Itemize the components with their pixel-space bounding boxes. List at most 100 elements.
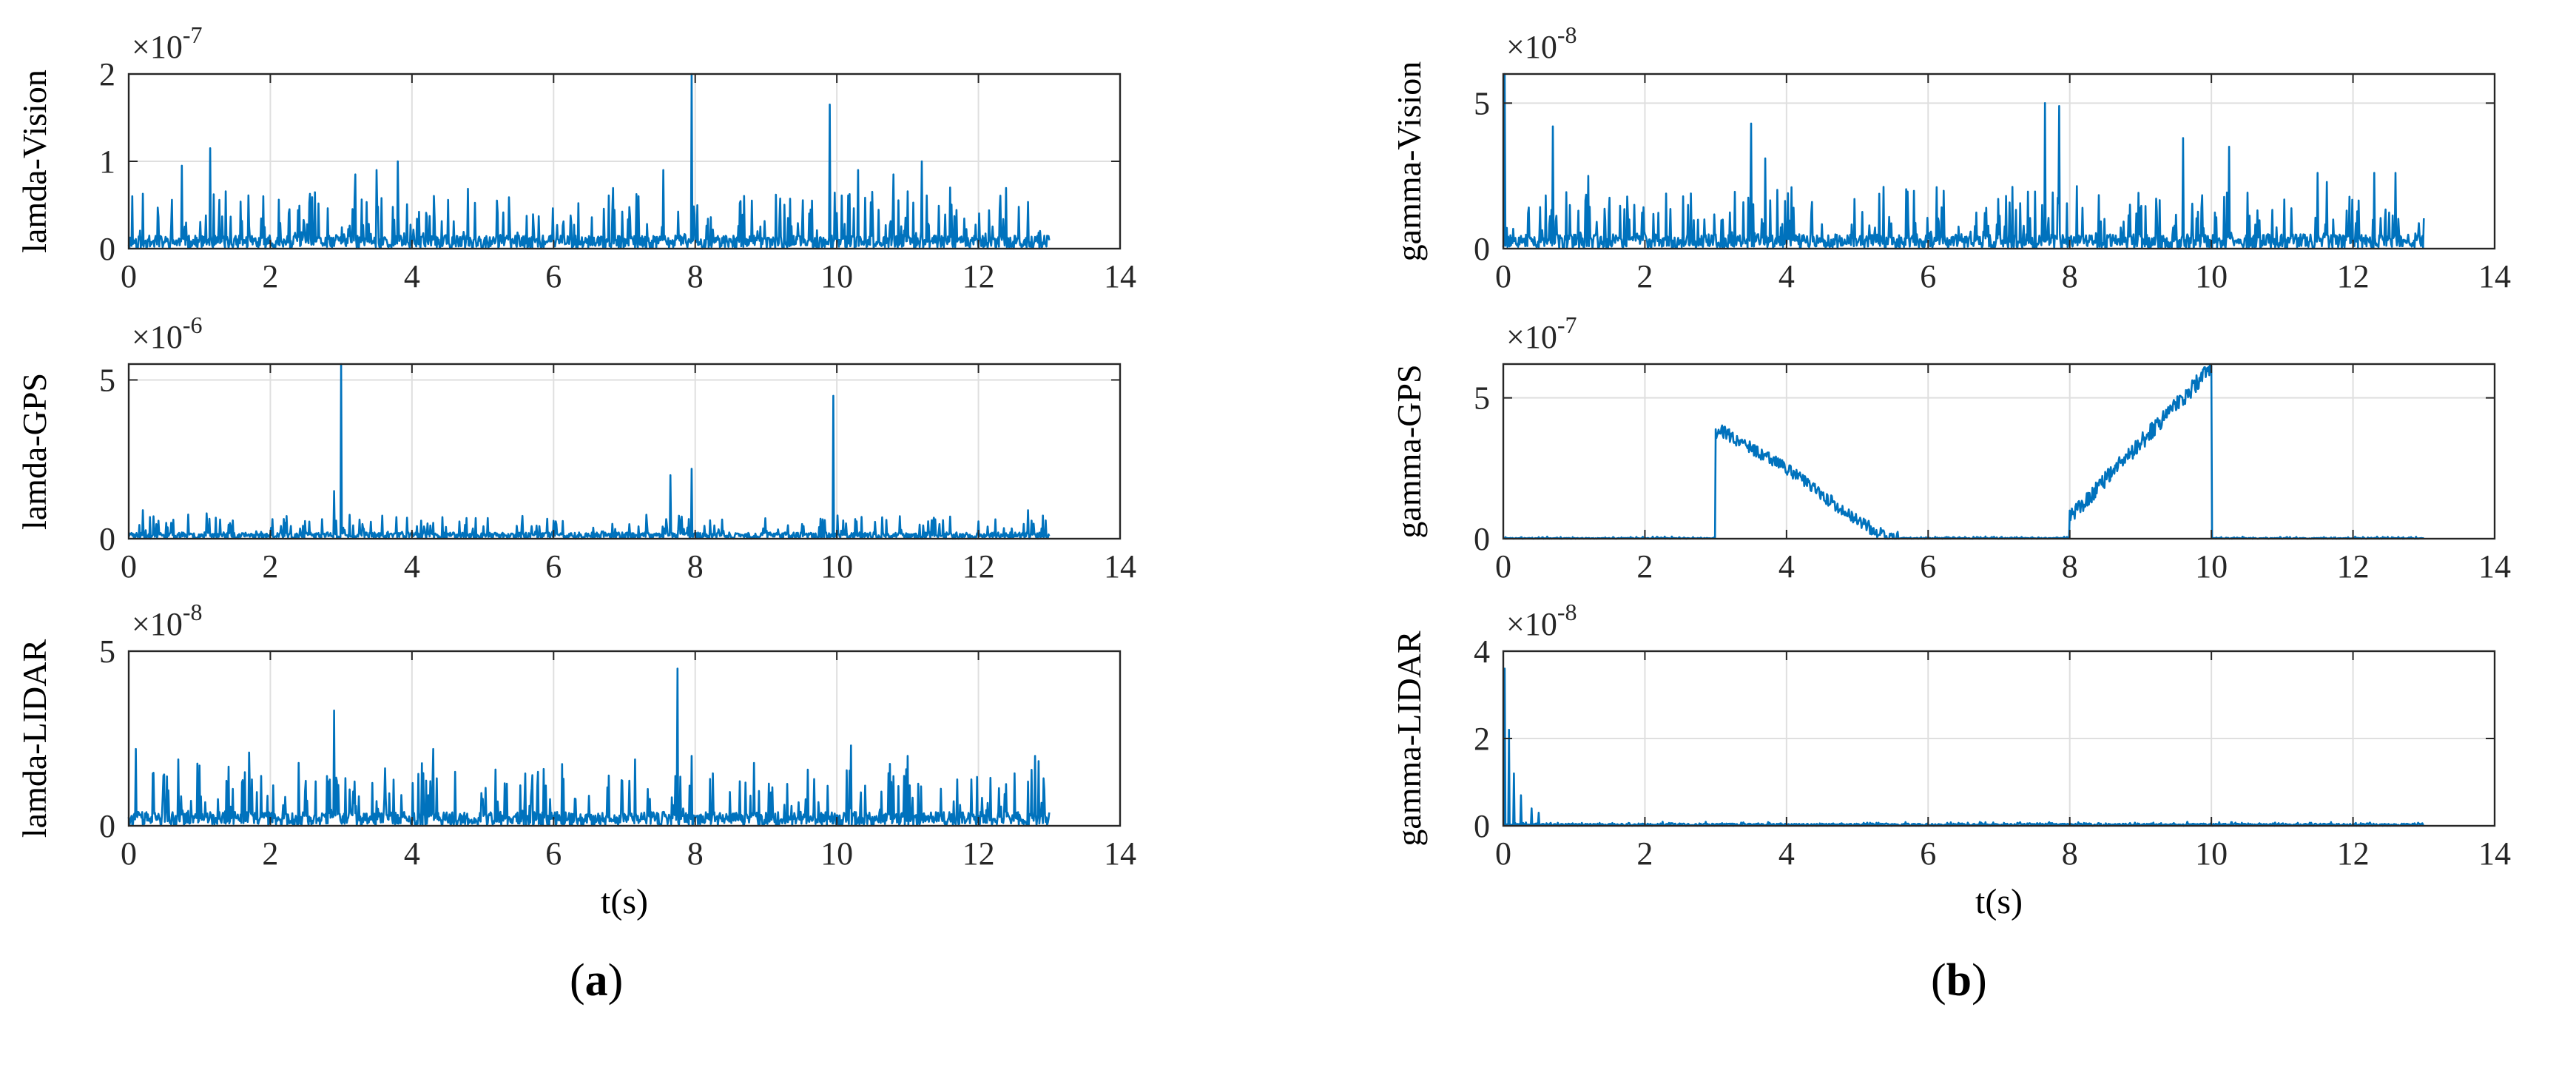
x-tick-label: 14 bbox=[2478, 835, 2511, 872]
y-tick-label: 2 bbox=[1474, 721, 1490, 757]
x-tick-label: 4 bbox=[404, 548, 420, 585]
x-tick-label: 6 bbox=[545, 835, 562, 872]
y-tick-label: 2 bbox=[99, 56, 115, 92]
x-tick-label: 4 bbox=[1778, 548, 1795, 585]
y-tick-label: 0 bbox=[1474, 521, 1490, 557]
exponent-power: -7 bbox=[183, 21, 203, 48]
x-tick-label: 2 bbox=[1636, 548, 1653, 585]
x-tick-label: 2 bbox=[262, 258, 278, 295]
x-tick-label: 14 bbox=[1104, 258, 1136, 295]
y-axis-label: gamma-LIDAR bbox=[1390, 630, 1428, 847]
x-tick-label: 2 bbox=[262, 835, 278, 872]
y-axis-label: lamda-LIDAR bbox=[16, 639, 53, 838]
axes-box bbox=[1502, 73, 2496, 250]
exponent-label: ×10-8 bbox=[1506, 21, 1577, 65]
y-axis-label: lamda-Vision bbox=[16, 70, 53, 253]
x-tick-label: 0 bbox=[121, 835, 137, 872]
axes-box bbox=[1502, 363, 2496, 540]
x-tick-label: 2 bbox=[262, 548, 278, 585]
caption-a-open: ( bbox=[570, 955, 585, 1006]
x-tick-label: 10 bbox=[2195, 258, 2228, 295]
x-tick-label: 6 bbox=[1920, 258, 1936, 295]
plot-lamda-gps: 0 2 4 6 8 10 12 14 0 5 ×10-6 lamda-GPS bbox=[16, 312, 1136, 585]
x-tick-label: 14 bbox=[1104, 835, 1136, 872]
exponent-power: -6 bbox=[183, 312, 203, 338]
plot-area bbox=[129, 364, 1120, 539]
y-tick-label: 0 bbox=[1474, 231, 1490, 267]
x-tick-label: 8 bbox=[2062, 258, 2078, 295]
y-axis-label: gamma-GPS bbox=[1390, 364, 1428, 538]
y-tick-label: 0 bbox=[99, 231, 115, 267]
x-tick-label: 8 bbox=[687, 258, 704, 295]
y-tick-label: 0 bbox=[99, 521, 115, 557]
x-tick-label: 12 bbox=[962, 548, 995, 585]
y-tick-label: 4 bbox=[1474, 633, 1490, 670]
y-axis-label: lamda-GPS bbox=[16, 373, 53, 530]
x-tick-label: 12 bbox=[2337, 835, 2370, 872]
y-tick-label: 5 bbox=[1474, 380, 1490, 417]
x-tick-label: 2 bbox=[1636, 835, 1653, 872]
x-tick-label: 4 bbox=[404, 258, 420, 295]
plot-area bbox=[129, 651, 1120, 826]
x-tick-label: 8 bbox=[687, 548, 704, 585]
x-tick-label: 10 bbox=[2195, 548, 2228, 585]
x-tick-label: 12 bbox=[2337, 258, 2370, 295]
x-axis-label: t(s) bbox=[601, 882, 648, 921]
x-tick-label: 8 bbox=[2062, 835, 2078, 872]
x-tick-label: 10 bbox=[820, 258, 853, 295]
axes-box bbox=[127, 650, 1122, 827]
y-axis-label: gamma-Vision bbox=[1390, 61, 1428, 262]
plot-gamma-vision: 0 2 4 6 8 10 12 14 0 5 ×10-8 gamma-Vision bbox=[1390, 21, 2511, 295]
y-tick-label: 1 bbox=[99, 144, 115, 180]
x-axis-label: t(s) bbox=[1975, 882, 2023, 921]
y-tick-label: 5 bbox=[99, 633, 115, 670]
exponent-label: ×10-8 bbox=[1506, 599, 1577, 642]
x-tick-label: 0 bbox=[1495, 548, 1511, 585]
x-tick-label: 12 bbox=[962, 258, 995, 295]
caption-a: (a) bbox=[570, 955, 623, 1007]
x-tick-label: 4 bbox=[1778, 258, 1795, 295]
exponent-power: -8 bbox=[1557, 21, 1577, 48]
x-tick-label: 6 bbox=[545, 258, 562, 295]
exponent-label: ×10-6 bbox=[132, 312, 202, 355]
exponent-label: ×10-7 bbox=[1506, 312, 1577, 355]
x-tick-label: 14 bbox=[1104, 548, 1136, 585]
x-tick-label: 12 bbox=[2337, 548, 2370, 585]
exponent-power: -8 bbox=[183, 599, 203, 625]
x-tick-label: 10 bbox=[2195, 835, 2228, 872]
y-tick-label: 0 bbox=[99, 808, 115, 844]
exponent-label: ×10-8 bbox=[132, 599, 202, 642]
plot-gamma-lidar: 0 2 4 6 8 10 12 14 0 2 4 ×10-8 gamma-LIDAR t(s) bbox=[1390, 599, 2511, 921]
x-tick-label: 10 bbox=[820, 548, 853, 585]
plot-gamma-gps: 0 2 4 6 8 10 12 14 0 5 ×10-7 gamma-GPS bbox=[1390, 312, 2511, 585]
exponent-power: -7 bbox=[1557, 312, 1577, 338]
x-tick-label: 14 bbox=[2478, 548, 2511, 585]
x-tick-label: 2 bbox=[1636, 258, 1653, 295]
x-tick-label: 14 bbox=[2478, 258, 2511, 295]
x-tick-label: 6 bbox=[1920, 548, 1936, 585]
caption-a-letter: a bbox=[584, 955, 608, 1006]
x-tick-label: 6 bbox=[1920, 835, 1936, 872]
caption-a-close: ) bbox=[607, 955, 624, 1006]
series-line-lamda-lidar bbox=[127, 667, 1051, 827]
series-line-lamda-gps bbox=[127, 363, 1051, 540]
caption-b-letter: b bbox=[1946, 955, 1972, 1006]
caption-b-open: ( bbox=[1931, 955, 1946, 1006]
x-tick-label: 4 bbox=[404, 835, 420, 872]
series-line-lamda-vision bbox=[127, 73, 1051, 250]
x-tick-label: 8 bbox=[2062, 548, 2078, 585]
caption-b-close: ) bbox=[1972, 955, 1987, 1006]
x-tick-label: 4 bbox=[1778, 835, 1795, 872]
x-tick-label: 0 bbox=[1495, 258, 1511, 295]
x-tick-label: 0 bbox=[121, 258, 137, 295]
x-tick-label: 8 bbox=[687, 835, 704, 872]
x-tick-label: 0 bbox=[1495, 835, 1511, 872]
x-tick-label: 12 bbox=[962, 835, 995, 872]
caption-b: (b) bbox=[1931, 955, 1987, 1007]
y-tick-label: 5 bbox=[99, 362, 115, 398]
x-tick-label: 0 bbox=[121, 548, 137, 585]
x-tick-label: 6 bbox=[545, 548, 562, 585]
y-tick-label: 0 bbox=[1474, 808, 1490, 844]
